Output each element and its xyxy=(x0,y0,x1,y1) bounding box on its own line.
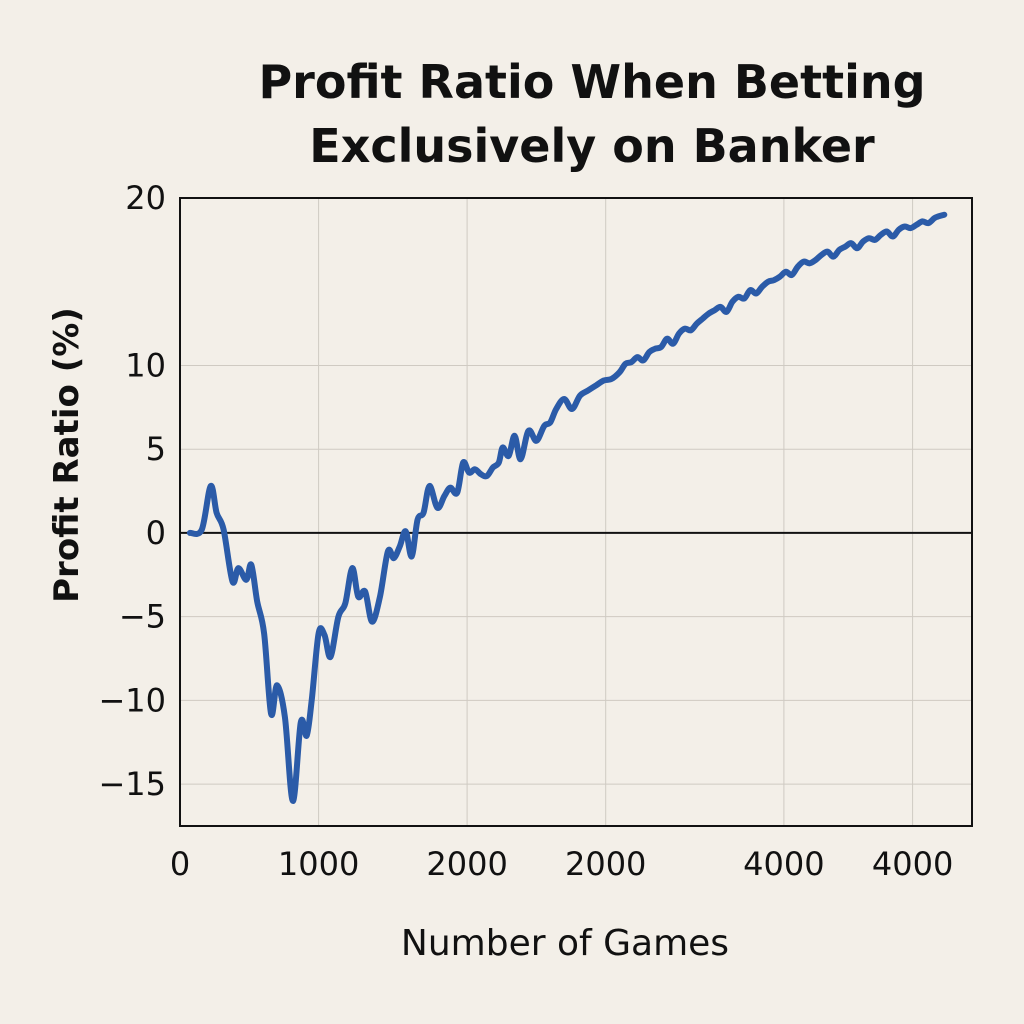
chart-title-line-2: Exclusively on Banker xyxy=(309,119,875,173)
x-tick-labels: 0 1000 2000 2000 4000 4000 xyxy=(170,845,953,883)
y-axis-label: Profit Ratio (%) xyxy=(47,307,87,603)
y-tick-label: −5 xyxy=(119,598,166,636)
chart-title-line-1: Profit Ratio When Betting xyxy=(258,55,926,109)
x-tick-label: 2000 xyxy=(426,845,507,883)
x-axis-label: Number of Games xyxy=(401,923,729,964)
x-tick-label: 4000 xyxy=(872,845,953,883)
y-tick-label: 10 xyxy=(125,346,166,384)
series-line-profit-ratio xyxy=(186,211,948,804)
y-tick-label: −15 xyxy=(98,765,166,803)
y-tick-label: 5 xyxy=(146,430,166,468)
y-tick-label: 20 xyxy=(125,179,166,217)
plot-frame xyxy=(179,197,973,827)
x-tick-label: 2000 xyxy=(565,845,646,883)
chart-title: Profit Ratio When Betting Exclusively on… xyxy=(200,50,984,178)
y-tick-label: −10 xyxy=(98,681,166,719)
x-tick-label: 0 xyxy=(170,845,190,883)
y-tick-label: 0 xyxy=(146,514,166,552)
x-tick-label: 1000 xyxy=(278,845,359,883)
x-tick-label: 4000 xyxy=(743,845,824,883)
y-tick-labels: 20 10 5 0 −5 −10 −15 xyxy=(98,179,166,803)
